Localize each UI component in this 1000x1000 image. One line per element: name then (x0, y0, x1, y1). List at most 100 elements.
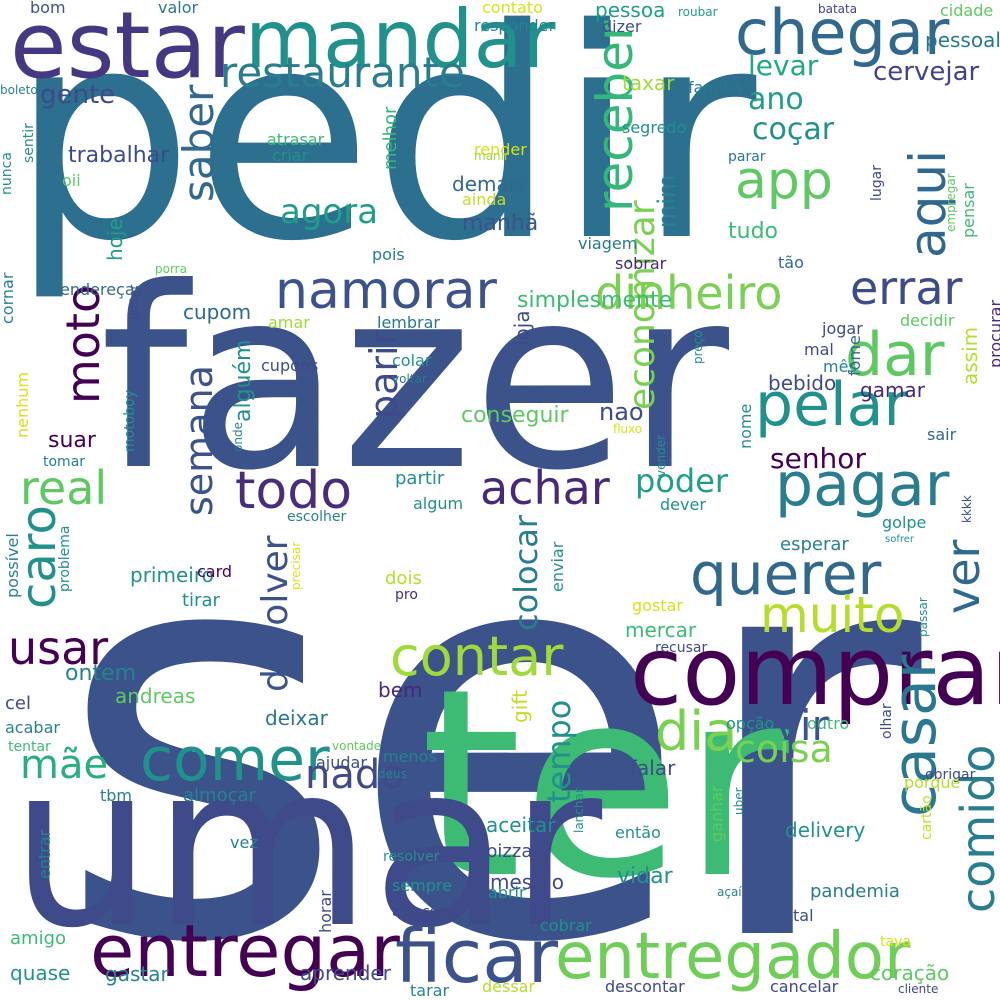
word-entao: então (615, 823, 661, 842)
word-golpe: golpe (882, 513, 927, 532)
word-pagar: pagar (775, 450, 950, 520)
word-nao: nao (599, 398, 644, 426)
word-sempre: sempre (392, 876, 452, 895)
word-partir: partir (395, 468, 445, 489)
word-tarar: tarar (410, 981, 450, 1000)
word-cancelar: cancelar (770, 977, 839, 996)
word-cervejar: cervejar (873, 57, 980, 87)
word-real: real (20, 461, 108, 515)
word-mae: mãe (20, 742, 109, 788)
word-primeiro: primeiro (130, 563, 214, 587)
word-simplesmente: simplesmente (517, 288, 673, 313)
word-ser: ser (55, 414, 922, 1000)
word-dizer: dizer (602, 17, 642, 36)
word-acai: açaí (717, 885, 742, 899)
word-cupom: cupom (183, 300, 252, 324)
word-descontar: descontar (605, 977, 685, 996)
word-umar: umar (10, 716, 603, 978)
word-tudo: tudo (728, 219, 778, 244)
word-namorar: namorar (275, 261, 497, 321)
word-pedir: pedir (10, 0, 757, 305)
word-pizza: pizza (486, 841, 533, 862)
word-motoboy: motoboy (122, 390, 138, 452)
word-pessoal: pessoal (925, 28, 1000, 52)
word-melhor: melhor (380, 106, 401, 170)
word-dois: dois (385, 568, 422, 589)
word-pois: pois (372, 245, 405, 264)
word-precisar: precisar (289, 541, 303, 590)
word-pelar: pelar (755, 370, 909, 440)
word-resolver: resolver (383, 849, 440, 865)
word-abrir: abrir (488, 883, 526, 902)
word-possivel: possível (3, 533, 22, 598)
word-olhar: olhar (879, 703, 895, 739)
word-porque: porque (904, 773, 961, 792)
word-poder: poder (635, 462, 729, 500)
word-saber: saber (174, 84, 223, 202)
word-aceitar: aceitar (486, 813, 556, 837)
word-responder: responder (474, 16, 556, 35)
word-preco: preço (691, 330, 705, 364)
word-coisa: coisa (735, 727, 833, 771)
word-vir: vir (775, 701, 829, 750)
word-boleto: boleto (0, 83, 38, 97)
word-nome: nome (736, 403, 755, 449)
word-trabalhar: trabalhar (68, 143, 170, 168)
word-porra: porra (155, 262, 187, 276)
word-colar: colar (392, 351, 432, 370)
word-decidir: decidir (900, 311, 955, 330)
word-batata: batata (818, 2, 858, 16)
word-querer: querer (690, 540, 882, 608)
word-comprar: comprar (630, 617, 1000, 727)
word-deus: deus (378, 767, 407, 781)
word-render: render (474, 140, 527, 159)
word-parar: parar (728, 149, 766, 165)
word-tal: tal (793, 906, 814, 925)
word-almocar: almoçar (183, 785, 256, 806)
word-bem: bem (378, 678, 423, 702)
word-gente: gente (40, 80, 116, 110)
word-chegar: chegar (735, 0, 950, 69)
word-mesmo: mesmo (490, 870, 564, 894)
word-amar: amar (268, 313, 310, 332)
word-obrigar: obrigar (925, 767, 976, 783)
word-app: app (735, 151, 833, 211)
word-tirar: tirar (182, 590, 220, 611)
word-loja: loja (510, 310, 534, 346)
word-conseguir: conseguir (461, 403, 569, 428)
word-tempo: tempo (540, 699, 578, 803)
word-entregador: entregador (555, 920, 911, 994)
word-segredo: segredo (622, 118, 687, 137)
word-voltar: voltar (392, 372, 427, 386)
word-atrasar: atrasar (267, 130, 325, 149)
word-ontem: ontem (65, 661, 136, 686)
word-alguem: alguém (231, 339, 256, 422)
word-uber: uber (732, 787, 746, 815)
word-esperar: esperar (780, 534, 849, 555)
word-receber: receber (586, 20, 644, 212)
word-entregar: entregar (90, 909, 400, 993)
word-pensar: pensar (959, 183, 978, 238)
word-cobrar: cobrar (540, 916, 592, 935)
word-mes: mês (823, 357, 857, 376)
word-errar: errar (850, 261, 963, 315)
word-falar: falar (630, 756, 676, 780)
word-criar: criar (272, 146, 309, 165)
word-empregar: empregar (944, 173, 958, 232)
word-lanchar: lanchar (572, 788, 586, 833)
word-estar: estar (10, 0, 245, 99)
word-gastar: gastar (105, 962, 169, 986)
word-pandemia: pandemia (810, 881, 900, 902)
word-bebido: bebido (768, 371, 837, 395)
word-fluxo: fluxo (613, 422, 643, 436)
word-jantar: jantar (127, 284, 141, 320)
word-assim: assim (958, 326, 982, 385)
word-pessoa: pessoa (595, 0, 666, 22)
word-menos: menos (383, 747, 437, 766)
word-familia: família (688, 78, 743, 97)
word-contato: contato (482, 0, 543, 17)
word-usar: usar (8, 621, 109, 675)
word-onde: onde (231, 422, 245, 452)
word-recusar: recusar (655, 640, 708, 656)
